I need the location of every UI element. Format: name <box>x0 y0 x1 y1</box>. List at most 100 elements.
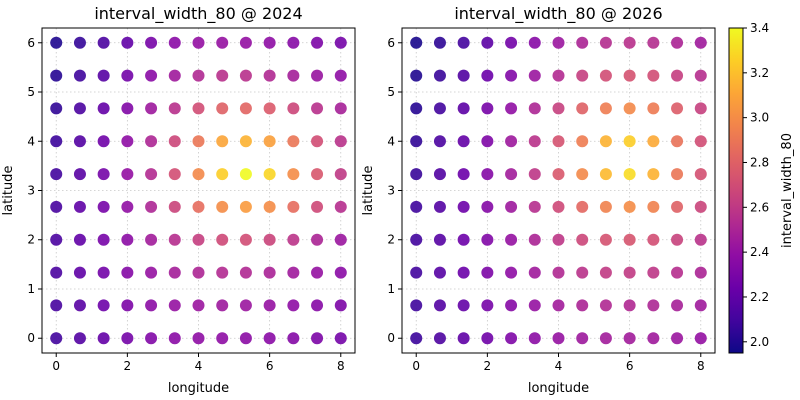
data-point <box>168 102 181 115</box>
data-point <box>311 135 324 148</box>
data-point <box>433 69 446 82</box>
data-point <box>97 135 110 148</box>
colorbar-ticks: 2.0 2.2 2.4 2.6 2.8 3.0 3.2 3.4 <box>743 21 769 349</box>
data-point <box>263 69 276 82</box>
data-point <box>623 69 636 82</box>
data-point <box>311 233 324 246</box>
data-point <box>334 135 347 148</box>
data-point <box>694 69 707 82</box>
x-tick-label: 2 <box>484 359 492 373</box>
data-point <box>433 200 446 213</box>
data-point <box>647 135 660 148</box>
x-tick-label: 8 <box>697 359 705 373</box>
data-point <box>97 266 110 279</box>
data-point <box>121 200 134 213</box>
data-point <box>73 200 86 213</box>
data-point <box>552 168 565 181</box>
data-point <box>239 102 252 115</box>
data-point <box>168 299 181 312</box>
data-point <box>121 233 134 246</box>
data-point <box>481 36 494 49</box>
data-point <box>576 135 589 148</box>
data-point <box>599 168 612 181</box>
data-point <box>239 299 252 312</box>
data-point <box>263 135 276 148</box>
data-point <box>647 102 660 115</box>
data-point <box>192 233 205 246</box>
data-point <box>410 299 423 312</box>
data-point <box>168 168 181 181</box>
data-point <box>671 266 684 279</box>
data-point <box>623 233 636 246</box>
data-point <box>457 233 470 246</box>
data-point <box>121 102 134 115</box>
data-point <box>457 102 470 115</box>
data-point <box>192 332 205 345</box>
data-point <box>505 36 518 49</box>
data-point <box>505 135 518 148</box>
data-point <box>287 266 300 279</box>
data-point <box>505 266 518 279</box>
scatter-panel-2024: interval_width_80 @ 2024 0 2 4 6 8 0 1 2 3 4 5 6 l… <box>1 4 356 396</box>
colorbar-tick-label: 2.0 <box>750 335 769 349</box>
data-point <box>334 69 347 82</box>
x-tick-label: 0 <box>52 359 60 373</box>
x-tick-label: 8 <box>337 359 345 373</box>
data-point <box>576 168 589 181</box>
data-point <box>481 200 494 213</box>
data-point <box>623 266 636 279</box>
data-point <box>457 332 470 345</box>
data-point <box>528 299 541 312</box>
data-point <box>50 266 63 279</box>
data-point <box>334 266 347 279</box>
y-tick-label: 1 <box>387 282 395 296</box>
data-point <box>433 299 446 312</box>
data-point <box>239 36 252 49</box>
data-point <box>671 332 684 345</box>
y-tick-label: 2 <box>387 233 395 247</box>
data-point <box>410 69 423 82</box>
data-point <box>576 266 589 279</box>
data-point <box>528 102 541 115</box>
data-point <box>647 332 660 345</box>
data-point <box>192 168 205 181</box>
data-point <box>481 233 494 246</box>
data-point <box>671 168 684 181</box>
data-point <box>97 36 110 49</box>
data-point <box>239 135 252 148</box>
data-point <box>97 168 110 181</box>
data-point <box>334 102 347 115</box>
data-point <box>216 135 229 148</box>
data-point <box>505 299 518 312</box>
data-point <box>334 299 347 312</box>
y-tick-label: 6 <box>387 36 395 50</box>
data-point <box>576 233 589 246</box>
data-point <box>263 332 276 345</box>
data-point <box>576 200 589 213</box>
x-tick-label: 4 <box>555 359 563 373</box>
data-point <box>145 168 158 181</box>
data-point <box>505 233 518 246</box>
data-point <box>599 299 612 312</box>
data-point <box>168 332 181 345</box>
data-point <box>239 200 252 213</box>
data-point <box>311 332 324 345</box>
x-axis-label: longitude <box>528 381 589 396</box>
data-point <box>505 332 518 345</box>
data-point <box>410 200 423 213</box>
data-point <box>433 135 446 148</box>
data-point <box>552 135 565 148</box>
data-point <box>50 69 63 82</box>
y-axis-ticks: 0 1 2 3 4 5 6 <box>387 36 402 345</box>
data-point <box>457 36 470 49</box>
data-point <box>145 299 158 312</box>
data-point <box>216 69 229 82</box>
colorbar-gradient <box>728 27 744 354</box>
data-point <box>457 299 470 312</box>
data-point <box>73 266 86 279</box>
y-tick-label: 2 <box>27 233 35 247</box>
data-point <box>528 135 541 148</box>
data-point <box>481 102 494 115</box>
data-point <box>647 200 660 213</box>
data-point <box>287 332 300 345</box>
